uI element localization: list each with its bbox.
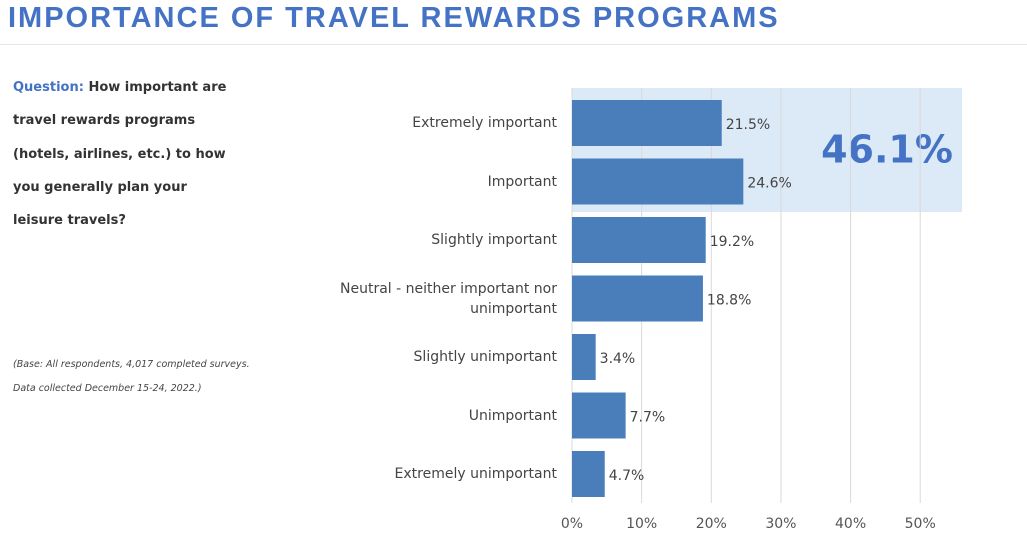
- bar: [572, 334, 596, 380]
- base-note: (Base: All respondents, 4,017 completed …: [13, 359, 250, 370]
- value-label: 21.5%: [726, 117, 770, 133]
- bar: [572, 451, 605, 497]
- question-text: leisure travels?: [13, 213, 126, 228]
- question-text: (hotels, airlines, etc.) to how: [13, 147, 226, 162]
- question-text: you generally plan your: [13, 180, 187, 195]
- highlight-annotation: 46.1%: [821, 128, 953, 172]
- value-label: 18.8%: [707, 293, 751, 309]
- x-tick-label: 10%: [626, 516, 657, 532]
- category-label: Slightly unimportant: [413, 349, 557, 365]
- bar: [572, 392, 626, 439]
- title-rule: [0, 44, 1027, 45]
- bar: [572, 275, 703, 322]
- category-label: Unimportant: [468, 407, 557, 424]
- category-label: Slightly important: [431, 232, 557, 248]
- category-label: Extremely unimportant: [394, 466, 557, 482]
- x-tick-label: 50%: [905, 516, 936, 532]
- value-label: 4.7%: [609, 468, 645, 484]
- value-label: 7.7%: [630, 410, 666, 426]
- question-line: (hotels, airlines, etc.) to how: [13, 147, 226, 162]
- x-tick-label: 40%: [835, 516, 866, 532]
- question-line: you generally plan your: [13, 180, 187, 195]
- question-text: How important are: [88, 80, 227, 95]
- x-tick-label: 30%: [765, 516, 796, 532]
- question-label: Question:: [13, 80, 84, 95]
- question-text: travel rewards programs: [13, 113, 196, 128]
- value-label: 3.4%: [600, 351, 636, 367]
- base-note: Data collected December 15-24, 2022.): [13, 383, 202, 394]
- value-label: 24.6%: [747, 176, 791, 192]
- question-line: travel rewards programs: [13, 113, 195, 128]
- bar: [572, 158, 744, 205]
- slide-title: IMPORTANCE OF TRAVEL REWARDS PROGRAMS: [8, 2, 780, 34]
- bar: [572, 217, 706, 263]
- category-label: Neutral - neither important nor unimport…: [340, 280, 557, 317]
- bar: [572, 100, 722, 146]
- value-label: 19.2%: [710, 234, 754, 250]
- category-label: Extremely important: [412, 115, 557, 131]
- x-tick-label: 20%: [696, 516, 727, 532]
- question-line: leisure travels?: [13, 213, 126, 228]
- category-label: Important: [487, 173, 557, 190]
- x-tick-label: 0%: [561, 516, 583, 532]
- question-line: Question: How important are: [13, 80, 226, 95]
